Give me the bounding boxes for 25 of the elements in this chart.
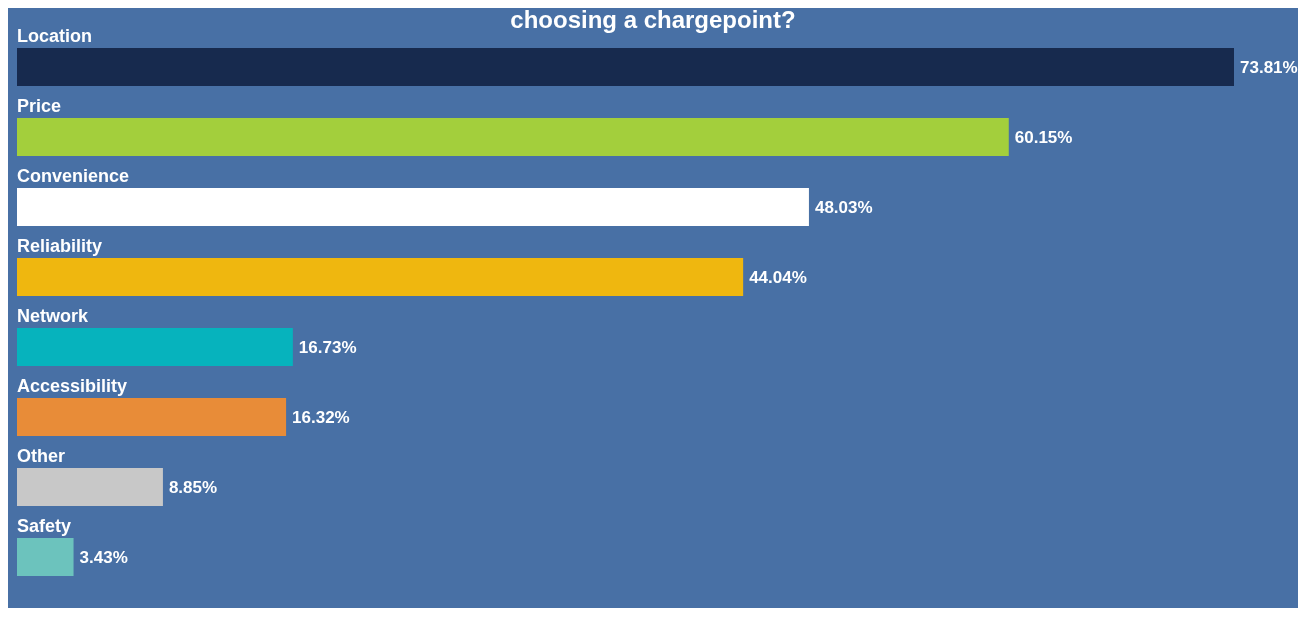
bar <box>17 328 293 366</box>
data-label: 8.85% <box>168 477 218 497</box>
chart-title: choosing a chargepoint? <box>510 6 796 33</box>
y-tick-label: Network <box>17 306 89 326</box>
y-tick-label: Convenience <box>17 166 130 186</box>
y-tick-label: Accessibility <box>17 376 128 396</box>
y-tick-label: Other <box>17 446 66 466</box>
bar <box>17 258 744 296</box>
bar <box>17 118 1009 156</box>
bar <box>17 188 809 226</box>
bar <box>17 398 287 436</box>
data-label: 3.43% <box>79 547 128 567</box>
y-tick-label: Price <box>17 96 62 116</box>
bar <box>17 538 74 576</box>
data-label: 16.73% <box>298 337 357 357</box>
data-label: 73.81% <box>1240 57 1298 77</box>
data-label: 44.04% <box>749 267 807 287</box>
data-label: 60.15% <box>1014 127 1073 147</box>
data-label: 48.03% <box>814 197 873 217</box>
y-tick-label: Reliability <box>17 236 103 256</box>
bar <box>17 468 163 506</box>
y-tick-label: Location <box>17 26 92 46</box>
bar <box>17 48 1234 86</box>
data-label: 16.32% <box>292 407 350 427</box>
y-tick-label: Safety <box>17 516 72 536</box>
